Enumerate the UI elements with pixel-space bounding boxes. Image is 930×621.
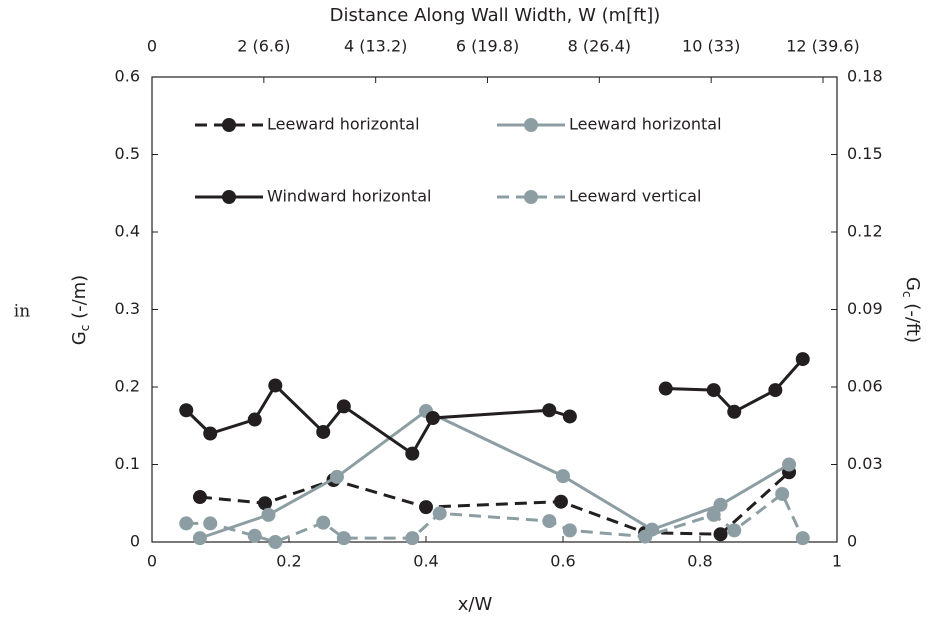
data-point (658, 381, 673, 396)
data-point (768, 383, 783, 398)
y2-tick-label: 0.12 (847, 222, 883, 241)
data-point (336, 399, 351, 414)
y2-tick-label: 0.18 (847, 67, 883, 86)
y2-tick-label: 0.03 (847, 454, 883, 473)
data-point (405, 531, 420, 546)
x-tick-label: 1 (832, 552, 842, 571)
data-point (268, 535, 283, 549)
y-axis-label-part: (-/m) (69, 275, 90, 325)
y-tick-label: 0.5 (115, 144, 140, 163)
x2-tick-label: 8 (26.4) (568, 37, 631, 56)
x2-tick-label: 10 (33) (682, 37, 740, 56)
x-axis-label: x/W (458, 594, 493, 615)
y2-tick-label: 0.15 (847, 144, 883, 163)
data-point (795, 352, 810, 367)
data-point (179, 516, 194, 531)
y2-tick-label: 0.09 (847, 299, 883, 318)
legend-label: Leeward vertical (569, 187, 701, 206)
x2-tick-label: 2 (6.6) (237, 37, 290, 56)
data-point (432, 506, 447, 521)
x2-axis-label: Distance Along Wall Width, W (m[ft]) (330, 5, 661, 26)
y-tick-label: 0.2 (115, 377, 140, 396)
data-point (192, 490, 207, 505)
data-point (562, 523, 577, 538)
y2-axis-label: Gc (-/ft) (901, 277, 924, 343)
data-point (706, 507, 721, 522)
x2-tick-label: 12 (39.6) (786, 37, 860, 56)
y2-axis-label-part: (-/ft) (902, 298, 923, 343)
data-point (562, 409, 577, 424)
legend-marker (222, 118, 236, 132)
data-point (553, 494, 568, 509)
data-point (247, 412, 262, 427)
data-point (795, 531, 810, 546)
legend-label: Windward horizontal (267, 187, 431, 206)
y-tick-label: 0.3 (115, 299, 140, 318)
data-point (247, 528, 262, 543)
y-tick-label: 0.6 (115, 67, 140, 86)
y-axis-label-part: c (78, 325, 92, 332)
data-point (203, 426, 218, 441)
data-point (727, 404, 742, 419)
x-tick-label: 0.6 (550, 552, 575, 571)
data-point (203, 516, 218, 531)
data-point (261, 507, 276, 522)
y2-axis-label-part: G (902, 277, 923, 291)
legend-label: Leeward horizontal (569, 115, 722, 134)
data-point (782, 457, 797, 472)
data-point (713, 497, 728, 512)
data-point (556, 469, 570, 484)
y2-axis-label-part: c (901, 291, 915, 298)
data-point (713, 527, 728, 542)
annotation: in (14, 302, 30, 322)
series-line (199, 409, 790, 540)
x-tick-label: 0 (147, 552, 157, 571)
data-point (727, 523, 742, 538)
data-point (258, 496, 273, 511)
data-point (706, 383, 721, 398)
x-tick-label: 0.4 (413, 552, 438, 571)
data-point (192, 531, 207, 546)
data-point (179, 403, 194, 418)
y-tick-label: 0 (130, 532, 140, 551)
x2-tick-label: 6 (19.8) (456, 37, 519, 56)
series-line (185, 383, 571, 456)
y-tick-label: 0.4 (115, 222, 140, 241)
legend-marker (524, 190, 538, 204)
plot-frame (151, 76, 838, 543)
y-axis-label: Gc (-/m) (69, 275, 92, 345)
legend-label: Leeward horizontal (267, 115, 420, 134)
data-point (405, 446, 420, 461)
x-tick-label: 0.8 (687, 552, 712, 571)
data-point (542, 514, 557, 529)
data-point (316, 424, 331, 439)
y-tick-label: 0.1 (115, 454, 140, 473)
x2-tick-label: 0 (147, 37, 157, 56)
legend-marker (222, 190, 236, 204)
data-point (268, 378, 283, 393)
data-point (419, 500, 433, 515)
y-axis-label-part: G (69, 331, 90, 345)
y2-tick-label: 0 (847, 532, 857, 551)
legend-marker (524, 118, 538, 132)
series-line (665, 358, 804, 414)
data-point (775, 486, 790, 501)
y2-tick-label: 0.06 (847, 377, 883, 396)
data-point (638, 529, 653, 544)
data-point (425, 411, 440, 425)
x2-tick-label: 4 (13.2) (344, 37, 407, 56)
data-point (336, 531, 351, 546)
data-point (542, 403, 557, 418)
series-line (199, 471, 791, 536)
data-point (316, 515, 331, 530)
data-point (329, 469, 344, 484)
x-tick-label: 0.2 (276, 552, 301, 571)
